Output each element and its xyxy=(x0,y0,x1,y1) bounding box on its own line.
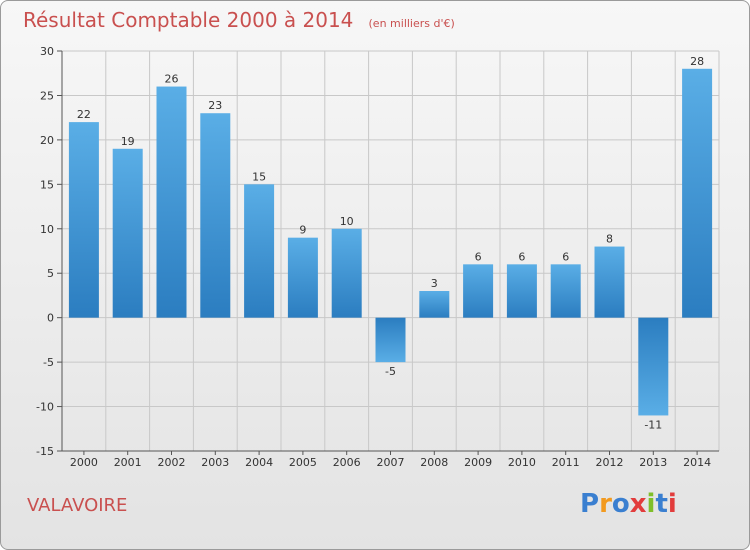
bar-2010 xyxy=(506,264,537,318)
brand-letter: o xyxy=(611,489,630,519)
y-tick-label: -10 xyxy=(36,401,54,414)
data-label: 26 xyxy=(165,73,179,86)
x-tick-label: 2009 xyxy=(464,456,492,469)
y-tick-label: -15 xyxy=(36,445,54,458)
chart-unit: (en milliers d'€) xyxy=(368,17,455,30)
brand-letter: i xyxy=(667,489,677,519)
y-tick-label: 0 xyxy=(47,312,54,325)
data-label: 6 xyxy=(518,250,525,263)
x-tick-label: 2010 xyxy=(508,456,536,469)
data-label: 19 xyxy=(121,135,135,148)
brand-logo: Proxiti xyxy=(580,489,677,519)
x-tick-label: 2004 xyxy=(245,456,273,469)
x-tick-label: 2000 xyxy=(70,456,98,469)
brand-letter: t xyxy=(655,489,668,519)
y-tick-label: 15 xyxy=(40,178,54,191)
y-tick-label: 5 xyxy=(47,267,54,280)
bar-layer xyxy=(68,68,713,416)
bar-2007 xyxy=(375,317,406,363)
data-label: 15 xyxy=(252,170,266,183)
y-tick-label: -5 xyxy=(43,356,54,369)
bar-2003 xyxy=(200,113,231,318)
data-label: -11 xyxy=(644,418,662,431)
data-label: 28 xyxy=(690,55,704,68)
x-tick-label: 2014 xyxy=(683,456,711,469)
bar-2001 xyxy=(112,148,143,318)
y-tick-label: 20 xyxy=(40,134,54,147)
bar-2006 xyxy=(331,228,362,318)
brand-letter: x xyxy=(629,489,647,519)
x-tick-label: 2011 xyxy=(552,456,580,469)
x-tick-label: 2006 xyxy=(333,456,361,469)
bar-2004 xyxy=(244,184,275,318)
x-tick-label: 2003 xyxy=(201,456,229,469)
x-tick-label: 2013 xyxy=(639,456,667,469)
chart-title: Résultat Comptable 2000 à 2014 xyxy=(23,8,354,32)
data-label: 6 xyxy=(562,250,569,263)
place-name: VALAVOIRE xyxy=(27,495,128,516)
x-tick-label: 2007 xyxy=(377,456,405,469)
data-label: -5 xyxy=(385,365,396,378)
bar-2008 xyxy=(419,291,450,318)
data-label: 23 xyxy=(208,99,222,112)
bar-2005 xyxy=(287,237,318,318)
x-tick-label: 2008 xyxy=(420,456,448,469)
x-tick-label: 2002 xyxy=(158,456,186,469)
data-label: 22 xyxy=(77,108,91,121)
x-tick-label: 2005 xyxy=(289,456,317,469)
y-tick-label: 10 xyxy=(40,223,54,236)
bar-2013 xyxy=(638,317,669,416)
data-label: 3 xyxy=(431,277,438,290)
x-tick-label: 2001 xyxy=(114,456,142,469)
x-tick-label: 2012 xyxy=(596,456,624,469)
y-tick-label: 30 xyxy=(40,45,54,58)
brand-letter: P xyxy=(580,489,600,519)
bar-2000 xyxy=(68,122,99,318)
data-label: 10 xyxy=(340,215,354,228)
bar-2014 xyxy=(682,68,713,318)
data-label: 8 xyxy=(606,233,613,246)
title-row: Résultat Comptable 2000 à 2014 (en milli… xyxy=(23,8,455,32)
label-layer: 22 19 26 23 15 9 10 -5 3 6 6 6 8 -11 28 xyxy=(77,55,704,432)
brand-letter: i xyxy=(646,489,656,519)
y-tick-label: 25 xyxy=(40,89,54,102)
axis-layer: 30 25 20 15 10 5 0 -5 -10 -15 2000 2001 2002 2003 2004… xyxy=(36,45,719,469)
bar-2002 xyxy=(156,86,187,318)
data-label: 9 xyxy=(299,224,306,237)
bar-2009 xyxy=(463,264,494,318)
data-label: 6 xyxy=(475,250,482,263)
brand-letter: r xyxy=(599,489,612,519)
bar-2012 xyxy=(594,246,625,318)
bar-2011 xyxy=(550,264,581,318)
